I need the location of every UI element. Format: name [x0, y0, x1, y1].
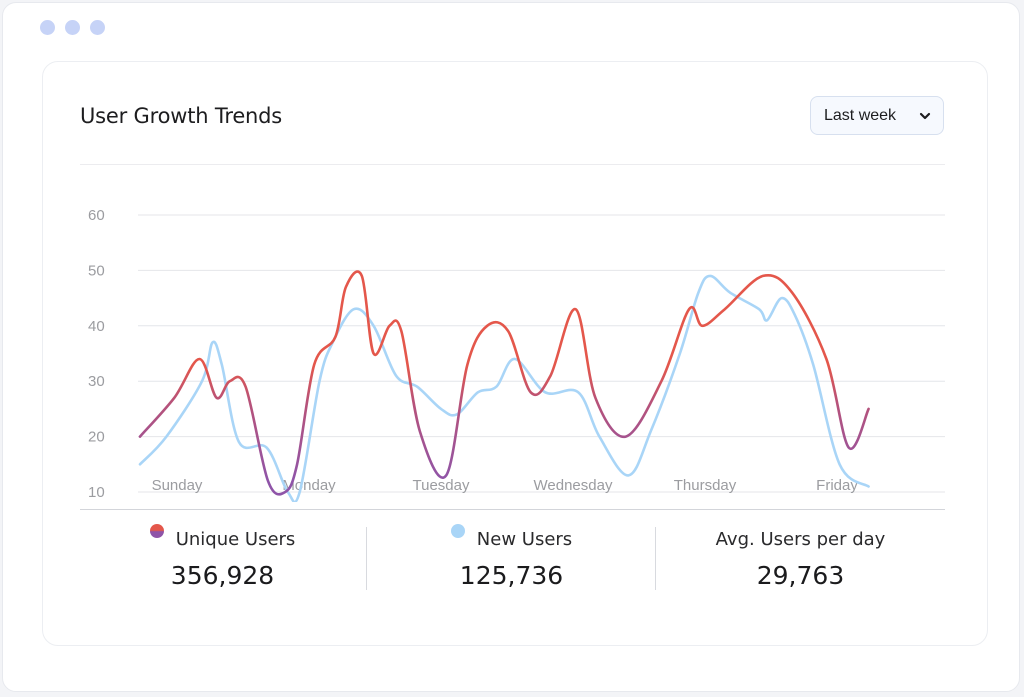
y-tick-label: 50	[88, 262, 105, 279]
chart-card: User Growth Trends Last week 10 20 30 40 50 6…	[42, 61, 988, 646]
stat-label: Unique Users	[175, 529, 296, 550]
y-tick-label: 20	[88, 429, 105, 446]
stat-avg-users: Avg. Users per day 29,763	[656, 527, 945, 597]
y-tick-label: 30	[88, 373, 105, 390]
new-users-legend-icon	[450, 524, 465, 538]
stat-separator	[366, 527, 367, 590]
x-tick-label: Thursday	[674, 477, 737, 494]
window-control-dot[interactable]	[40, 20, 55, 35]
chevron-down-icon	[919, 112, 931, 120]
x-tick-label: Wednesday	[534, 477, 613, 494]
stat-value: 29,763	[756, 561, 845, 590]
stat-new-users: New Users 125,736	[367, 524, 656, 597]
period-select[interactable]: Last week	[810, 96, 944, 135]
y-tick-label: 60	[88, 207, 105, 224]
x-tick-label: Friday	[816, 477, 858, 494]
stats-divider	[80, 509, 945, 510]
stat-value: 356,928	[170, 561, 275, 590]
stat-label: Avg. Users per day	[715, 529, 886, 550]
stat-value: 125,736	[459, 561, 564, 590]
y-tick-label: 10	[88, 484, 105, 501]
line-chart: 10 20 30 40 50 60 Sunday Monday Tuesday Wednesday…	[88, 207, 945, 502]
x-tick-label: Sunday	[152, 477, 203, 494]
unique-users-legend-icon	[149, 524, 164, 538]
stat-label: New Users	[476, 529, 573, 550]
window-control-dot[interactable]	[90, 20, 105, 35]
window-control-dot[interactable]	[65, 20, 80, 35]
unique-users-line	[138, 270, 870, 496]
y-tick-label: 40	[88, 318, 105, 335]
window-controls	[40, 20, 105, 35]
period-select-value: Last week	[824, 106, 897, 124]
x-tick-label: Tuesday	[413, 477, 470, 494]
x-tick-label: Monday	[282, 477, 336, 494]
header-divider	[80, 164, 945, 165]
stat-unique-users: Unique Users 356,928	[78, 524, 367, 597]
new-users-line	[138, 274, 870, 502]
stat-separator	[655, 527, 656, 590]
card-title: User Growth Trends	[80, 104, 283, 128]
series-group	[138, 270, 870, 502]
